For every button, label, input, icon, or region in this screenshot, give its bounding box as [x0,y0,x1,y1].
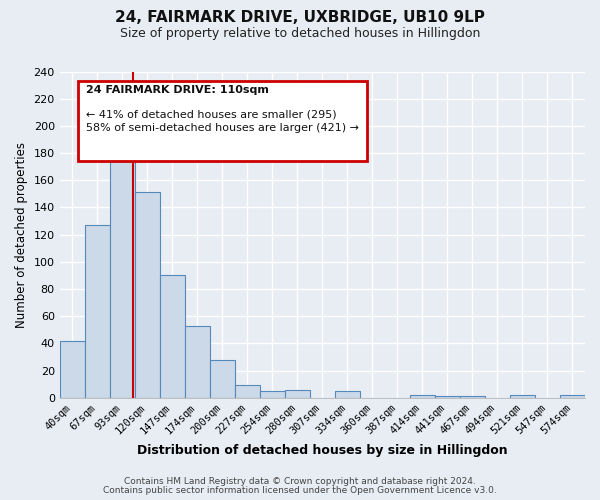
Bar [460,396,485,398]
Text: 24 FAIRMARK DRIVE: 110sqm: 24 FAIRMARK DRIVE: 110sqm [86,84,269,94]
Bar [560,395,585,398]
X-axis label: Distribution of detached houses by size in Hillingdon: Distribution of detached houses by size … [137,444,508,458]
Y-axis label: Number of detached properties: Number of detached properties [15,142,28,328]
Bar [160,276,185,398]
Text: 24, FAIRMARK DRIVE, UXBRIDGE, UB10 9LP: 24, FAIRMARK DRIVE, UXBRIDGE, UB10 9LP [115,10,485,25]
Bar [260,391,285,398]
Text: Contains public sector information licensed under the Open Government Licence v3: Contains public sector information licen… [103,486,497,495]
Bar [410,395,435,398]
Text: ← 41% of detached houses are smaller (295)
58% of semi-detached houses are large: ← 41% of detached houses are smaller (29… [86,109,359,133]
Bar [85,225,110,398]
Bar [59,340,85,398]
Bar [185,326,210,398]
Text: Contains HM Land Registry data © Crown copyright and database right 2024.: Contains HM Land Registry data © Crown c… [124,477,476,486]
FancyBboxPatch shape [78,82,367,161]
Bar [435,396,460,398]
Text: Size of property relative to detached houses in Hillingdon: Size of property relative to detached ho… [120,28,480,40]
Bar [135,192,160,398]
Bar [210,360,235,398]
Bar [235,386,260,398]
Bar [335,391,360,398]
Bar [285,390,310,398]
Bar [110,132,135,398]
Bar [510,395,535,398]
